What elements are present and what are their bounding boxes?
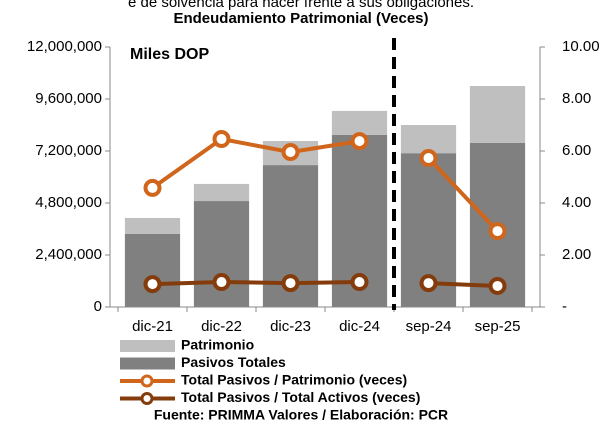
y2-tick-label: 8.00	[562, 90, 591, 107]
x-tick-label: sep-24	[406, 318, 452, 335]
y2-tick-label: 10.00	[562, 38, 600, 55]
x-tick-label: sep-25	[475, 318, 521, 335]
bar	[331, 110, 388, 135]
legend-label: Patrimonio	[181, 337, 254, 353]
legend-swatch	[120, 357, 175, 370]
marker	[419, 274, 438, 293]
marker	[488, 276, 507, 295]
bar	[400, 125, 457, 154]
x-tick-label: dic-21	[132, 318, 173, 335]
chart-title: Endeudamiento Patrimonial (Veces)	[173, 10, 428, 27]
x-tick-label: dic-24	[339, 318, 380, 335]
legend-label: Total Pasivos / Patrimonio (veces)	[181, 372, 407, 388]
bar	[124, 233, 181, 307]
marker	[488, 222, 507, 241]
marker	[143, 275, 162, 294]
chart-subtitle: e de solvencia para hacer frente a sus o…	[128, 0, 474, 11]
x-tick-label: dic-23	[270, 318, 311, 335]
annotation: Miles DOP	[130, 46, 209, 63]
marker	[212, 130, 231, 149]
marker	[419, 149, 438, 168]
y2-tick-label: 2.00	[562, 246, 591, 263]
bar	[193, 183, 250, 202]
y-tick-label: 12,000,000	[27, 38, 102, 55]
legend-swatch	[140, 392, 154, 405]
y-tick-label: 7,200,000	[35, 142, 102, 159]
marker	[350, 273, 369, 292]
bar	[124, 217, 181, 234]
y-tick-label: 2,400,000	[35, 246, 102, 263]
marker	[143, 178, 162, 197]
legend-label: Pasivos Totales	[181, 354, 286, 370]
legend-swatch	[140, 374, 154, 388]
source: Fuente: PRIMMA Valores / Elaboración: PC…	[154, 407, 448, 423]
marker	[281, 143, 300, 162]
line	[152, 280, 360, 287]
y2-tick-label: 4.00	[562, 194, 591, 211]
y-tick-label: 9,600,000	[35, 90, 102, 107]
y-tick-label: 0	[94, 298, 102, 315]
y2-tick-label: 6.00	[562, 142, 591, 159]
y2-tick-label: -	[562, 298, 567, 315]
marker	[281, 274, 300, 293]
line	[428, 281, 498, 288]
bar	[469, 86, 526, 143]
line	[427, 156, 499, 233]
line	[151, 136, 360, 190]
bar	[193, 201, 250, 307]
marker	[350, 132, 369, 151]
marker	[212, 273, 231, 292]
legend-swatch	[120, 340, 175, 352]
y-tick-label: 4,800,000	[35, 194, 102, 211]
legend-label: Total Pasivos / Total Activos (veces)	[181, 389, 420, 405]
x-tick-label: dic-22	[201, 318, 242, 335]
